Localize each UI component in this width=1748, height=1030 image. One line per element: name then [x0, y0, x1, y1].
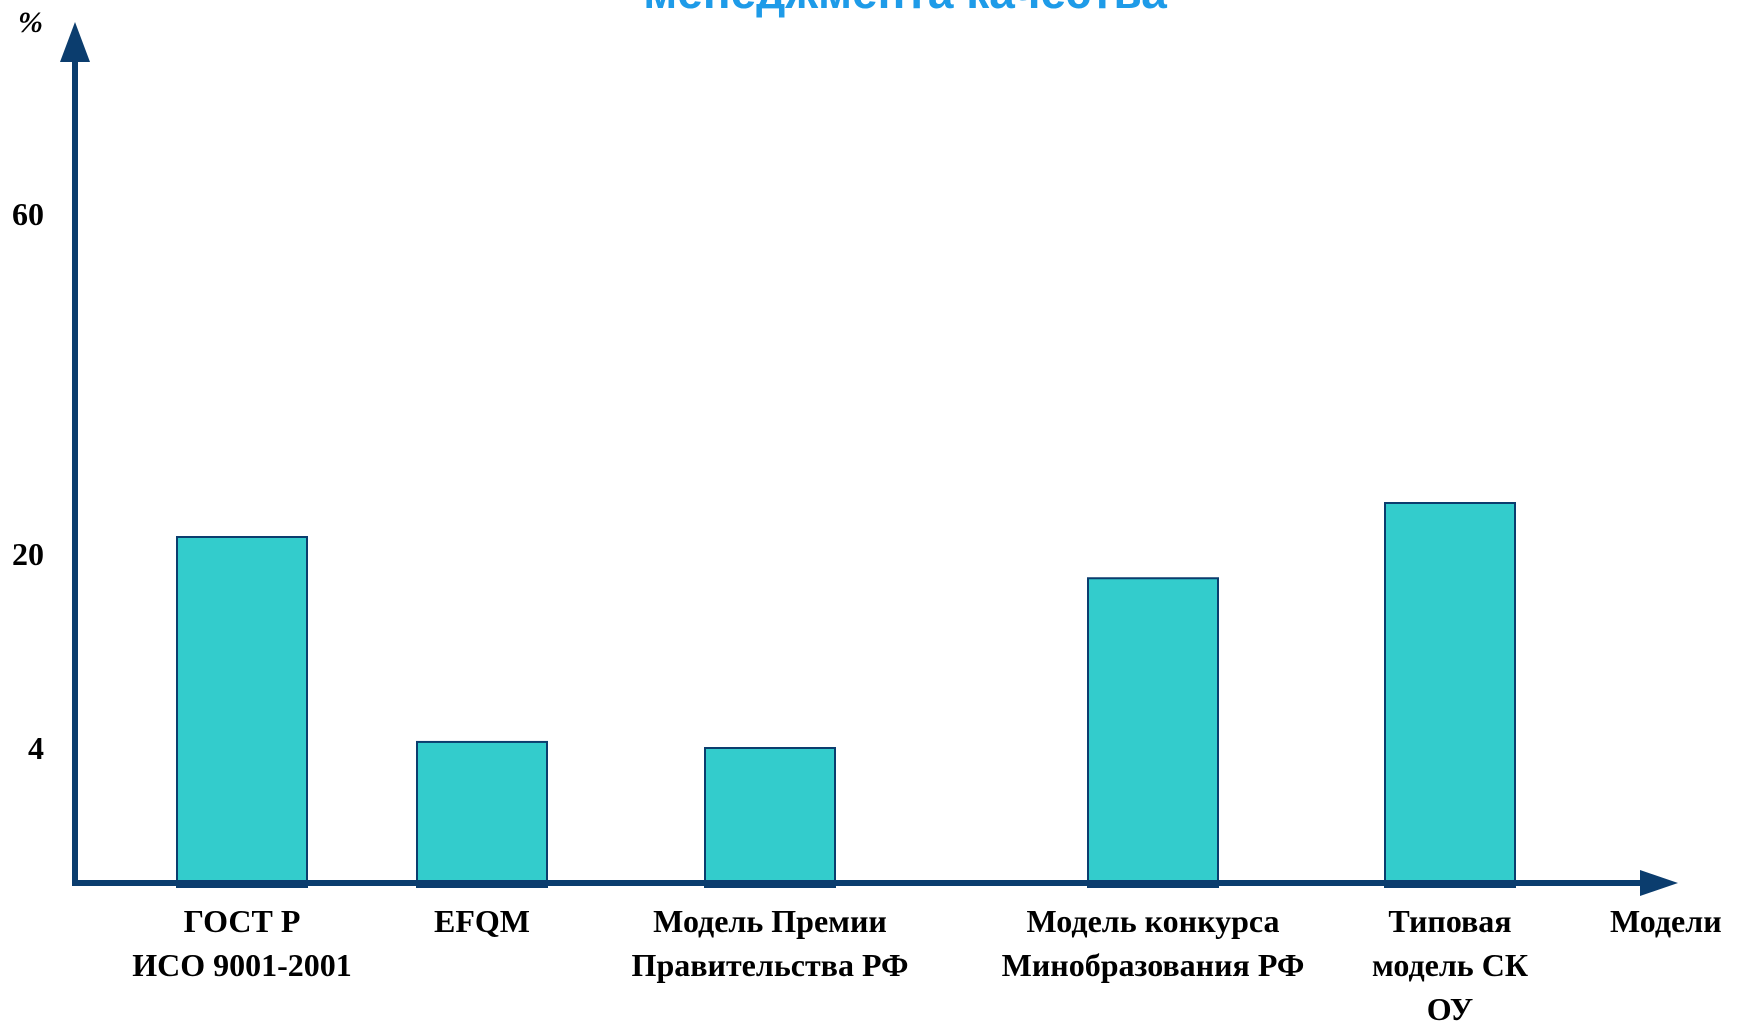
y-tick-label: 20 — [12, 536, 44, 572]
category-label: модель СК — [1372, 947, 1528, 983]
chart-title: менеджмента качества — [643, 0, 1167, 18]
category-label: ИСО 9001-2001 — [132, 947, 352, 983]
bar — [704, 747, 836, 888]
bar — [1384, 502, 1516, 888]
bar — [416, 740, 548, 888]
x-axis-label: Модели — [1610, 903, 1722, 939]
category-label: ГОСТ Р — [184, 903, 301, 939]
bar — [1087, 577, 1219, 888]
y-tick-label: 60 — [12, 196, 44, 232]
bars-group — [176, 502, 1516, 888]
y-axis-arrow — [60, 22, 90, 62]
category-label: EFQM — [434, 903, 530, 939]
category-label: Модель Премии — [653, 903, 887, 939]
bar — [176, 536, 308, 888]
x-axis-arrow — [1640, 870, 1678, 896]
category-labels: ГОСТ Р ИСО 9001-2001 EFQM Модель Премии Прав… — [132, 903, 1528, 1027]
y-axis-label: % — [18, 6, 43, 39]
y-tick-labels: 4 20 60 — [12, 196, 44, 766]
category-label: ОУ — [1427, 991, 1474, 1027]
category-label: Модель конкурса — [1027, 903, 1280, 939]
category-label: Правительства РФ — [632, 947, 909, 983]
category-label: Минобразования РФ — [1002, 947, 1305, 983]
category-label: Типовая — [1388, 903, 1511, 939]
y-tick-label: 4 — [28, 730, 44, 766]
